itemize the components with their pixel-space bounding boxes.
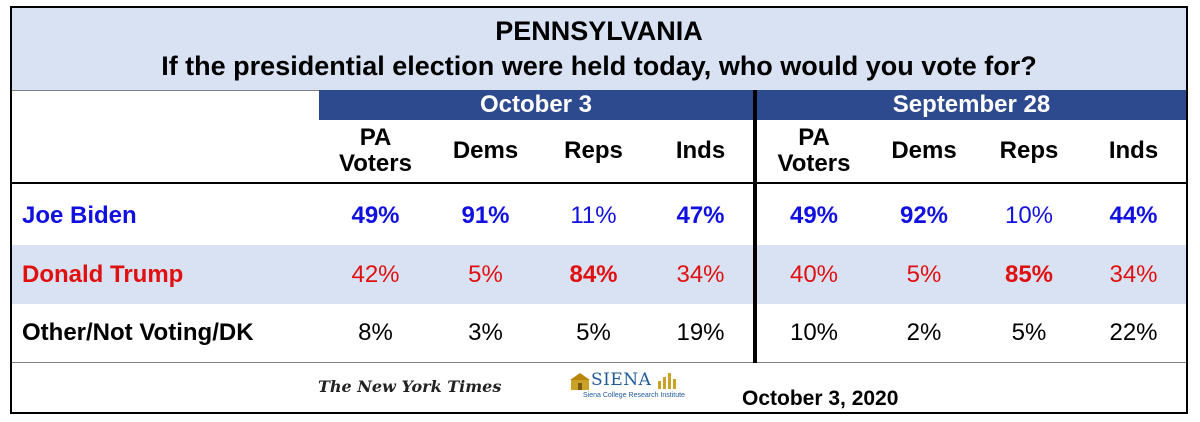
col-header-pa-voters-sep: PA Voters	[757, 120, 871, 182]
col-header-reps-oct: Reps	[564, 137, 623, 164]
table-cell: 40%	[789, 260, 839, 288]
siena-logo: SIENA Siena College Research Institute	[569, 368, 685, 408]
col-header-inds-oct: Inds	[675, 137, 726, 164]
siena-wordmark: SIENA	[591, 370, 652, 390]
nyt-logo: The New York Times	[318, 377, 502, 396]
table-cell: 8%	[358, 319, 393, 346]
siena-subtitle: Siena College Research Institute	[583, 392, 685, 399]
table-cell: 10%	[789, 319, 839, 346]
table-cell: 92%	[899, 201, 949, 229]
release-date: October 3, 2020	[742, 387, 899, 410]
period-october-3: October 3	[319, 90, 753, 120]
table-cell: 49%	[351, 201, 400, 229]
footer: The New York Times SIENA Siena College R…	[12, 363, 1186, 412]
table-cell: 85%	[1004, 260, 1054, 288]
table-cell: 49%	[789, 201, 839, 229]
title-band: PENNSYLVANIA If the presidential electio…	[12, 8, 1186, 91]
col-header-dems-oct: Dems	[452, 137, 519, 164]
table-cell: 5%	[906, 260, 942, 288]
row-label-other: Other/Not Voting/DK	[22, 319, 254, 346]
table-cell: 44%	[1109, 201, 1158, 229]
col-header-inds-sep: Inds	[1108, 137, 1159, 164]
col-header-line: Voters	[339, 150, 412, 177]
table-row-trump: Donald Trump 42% 5% 84% 34% 40% 5% 85% 3…	[12, 245, 1186, 304]
chart-subtitle: If the presidential election were held t…	[161, 51, 1037, 81]
col-header-dems-sep: Dems	[891, 137, 957, 164]
table-cell: 34%	[676, 260, 725, 288]
period-divider	[753, 90, 757, 363]
table-cell: 2%	[906, 319, 942, 346]
row-label-trump: Donald Trump	[22, 260, 184, 288]
table-cell: 84%	[569, 260, 618, 288]
table-cell: 22%	[1109, 319, 1158, 346]
poll-table-frame: PENNSYLVANIA If the presidential electio…	[10, 6, 1188, 414]
table-cell: 5%	[468, 260, 503, 288]
period-september-28: September 28	[757, 90, 1186, 120]
table-row-other: Other/Not Voting/DK 8% 3% 5% 19% 10% 2% …	[12, 304, 1186, 363]
table-cell: 19%	[676, 319, 725, 346]
period-header-row: October 3 September 28	[12, 90, 1186, 120]
col-header-pa-voters-oct: PA Voters	[319, 120, 432, 182]
table-cell: 5%	[576, 319, 611, 346]
table-cell: 42%	[351, 260, 400, 288]
col-header-reps-sep: Reps	[999, 137, 1059, 164]
table-cell: 3%	[468, 319, 503, 346]
col-header-line: Voters	[777, 150, 851, 177]
col-header-line: PA	[798, 124, 830, 151]
table-cell: 34%	[1109, 260, 1158, 288]
row-label-biden: Joe Biden	[22, 201, 137, 229]
table-cell: 10%	[1004, 201, 1054, 229]
table-cell: 11%	[570, 201, 617, 229]
siena-building-icon	[570, 373, 590, 390]
column-header-row: PA Voters Dems Reps Inds PA Voters Dems …	[12, 120, 1186, 184]
table-row-biden: Joe Biden 49% 91% 11% 47% 49% 92% 10% 44…	[12, 186, 1186, 245]
bar-chart-icon	[658, 373, 676, 389]
table-cell: 5%	[1011, 319, 1047, 346]
col-header-line: PA	[359, 124, 392, 151]
table-cell: 91%	[461, 201, 510, 229]
table-cell: 47%	[676, 201, 725, 229]
chart-title: PENNSYLVANIA	[495, 16, 703, 46]
